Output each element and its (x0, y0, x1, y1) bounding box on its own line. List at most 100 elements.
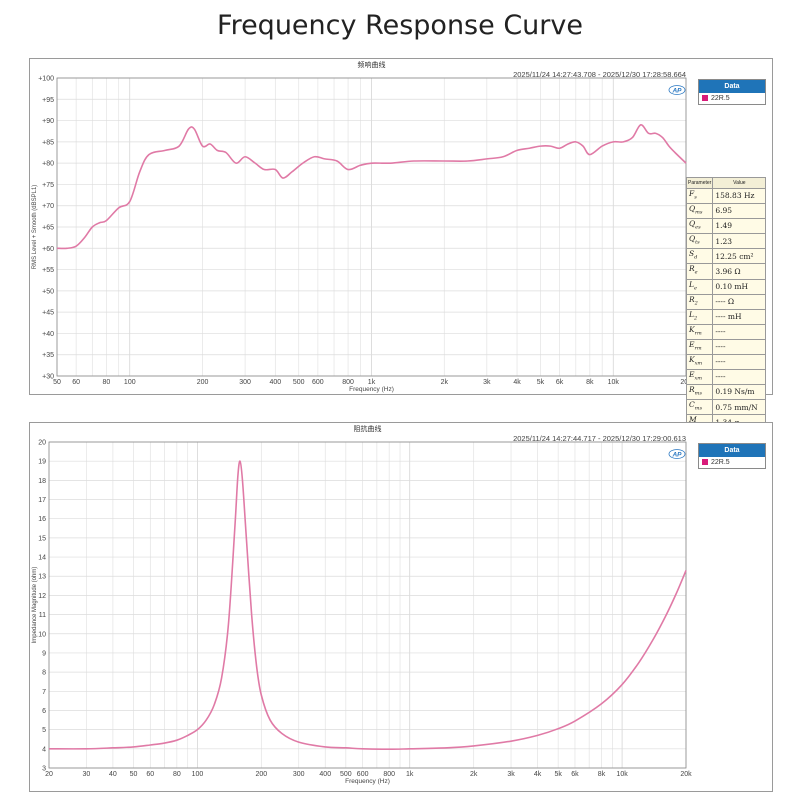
y-tick-label: +85 (42, 139, 54, 146)
x-tick-label: 400 (319, 771, 331, 778)
x-tick-label: 10k (616, 771, 628, 778)
x-tick-label: 800 (342, 379, 354, 386)
y-tick-label: 12 (38, 593, 46, 600)
param-row: Erm ---- (685, 338, 767, 356)
x-tick-label: 10k (608, 379, 620, 386)
param-row: Krm ---- (685, 323, 767, 340)
param-value: 0.19 Ns/m (712, 384, 767, 401)
param-subscript: s (694, 194, 697, 201)
legend-swatch (702, 95, 708, 101)
x-tick-label: 5k (554, 771, 562, 778)
y-tick-label: 18 (38, 478, 46, 485)
y-tick-label: +100 (38, 76, 54, 83)
y-tick-label: 6 (42, 708, 46, 715)
y-tick-label: 7 (42, 689, 46, 696)
param-row: Sd 12.25 cm² (685, 248, 767, 265)
param-symbol: R (689, 385, 695, 395)
param-subscript: e (694, 269, 698, 276)
series-line (48, 460, 687, 751)
param-header-value: Value (712, 177, 767, 189)
y-tick-label: 14 (38, 555, 46, 562)
x-tick-label: 50 (130, 771, 138, 778)
y-tick-label: +45 (42, 310, 54, 317)
param-subscript: xm (694, 360, 703, 367)
y-tick-label: 20 (38, 440, 46, 447)
param-name: Re (685, 263, 714, 280)
x-tick-label: 8k (598, 771, 606, 778)
plot-frame (48, 441, 687, 769)
y-tick-label: +50 (42, 288, 54, 295)
x-tick-label: 50 (53, 379, 61, 386)
x-tick-label: 3k (483, 379, 491, 386)
param-value: 1.49 (712, 218, 767, 235)
param-symbol: Q (689, 234, 696, 244)
y-tick-label: +90 (42, 118, 54, 125)
frequency-response-chart: 频响曲线 2025/11/24 14:27:43.708 - 2025/12/30… (32, 60, 692, 393)
impedance-panel: 阻抗曲线 2025/11/24 14:27:44.717 - 2025/12/30… (29, 422, 773, 792)
grid (48, 441, 687, 769)
x-tick-label: 500 (293, 379, 305, 386)
y-tick-label: +75 (42, 182, 54, 189)
x-tick-label: 400 (269, 379, 281, 386)
x-tick-label: 5k (537, 379, 545, 386)
x-tick-label: 20k (680, 771, 692, 778)
param-subscript: ms (695, 209, 703, 216)
y-tick-label: 16 (38, 516, 46, 523)
legend-entry[interactable]: 22R.5 (699, 457, 765, 468)
param-symbol: L (689, 309, 694, 319)
param-subscript: xm (694, 375, 703, 382)
y-tick-label: 11 (39, 612, 46, 619)
param-row: Re 3.96 Ω (685, 263, 767, 280)
legend-entry[interactable]: 22R.5 (699, 93, 765, 104)
param-subscript: e (693, 285, 697, 292)
y-tick-label: +65 (42, 225, 54, 232)
x-tick-label: 20 (45, 771, 53, 778)
y-tick-label: +35 (42, 352, 54, 359)
param-value: ---- mH (712, 308, 767, 325)
x-tick-label: 200 (197, 379, 209, 386)
x-tick-label: 300 (293, 771, 305, 778)
param-name: Exm (685, 369, 714, 386)
param-value: ---- (712, 338, 767, 356)
legend-header: Data (699, 80, 765, 93)
param-name: Erm (685, 338, 714, 356)
param-symbol: E (689, 370, 695, 380)
param-subscript: 2 (693, 315, 698, 322)
x-tick-label: 6k (571, 771, 579, 778)
param-value: ---- (712, 354, 767, 371)
x-tick-label: 800 (383, 771, 395, 778)
param-subscript: ts (695, 239, 700, 246)
y-tick-label: 17 (38, 497, 46, 504)
x-tick-label: 4k (534, 771, 542, 778)
y-tick-label: 9 (42, 650, 46, 657)
x-tick-label: 100 (192, 771, 204, 778)
param-name: Qms (685, 203, 714, 220)
y-tick-label: 19 (38, 459, 46, 466)
x-tick-label: 60 (72, 379, 80, 386)
param-name: Le (685, 278, 714, 295)
y-tick-label: 5 (42, 727, 46, 734)
param-value: 0.75 mm/N (712, 399, 767, 416)
param-name: Cms (685, 399, 714, 416)
param-row: Exm ---- (685, 369, 767, 386)
x-tick-label: 100 (124, 379, 136, 386)
param-symbol: S (689, 249, 695, 259)
param-name: Krm (685, 323, 714, 340)
param-subscript: es (695, 224, 701, 231)
param-value: 0.10 mH (712, 278, 767, 295)
param-symbol: L (689, 279, 694, 289)
y-tick-label: 3 (42, 766, 46, 773)
impedance-chart: 阻抗曲线 2025/11/24 14:27:44.717 - 2025/12/30… (32, 424, 692, 785)
param-row: L2 ---- mH (685, 308, 767, 325)
x-tick-label: 40 (109, 771, 117, 778)
param-row: Qms 6.95 (685, 203, 767, 220)
y-tick-label: +80 (42, 161, 54, 168)
param-value: ---- Ω (712, 293, 767, 310)
timestamp: 2025/11/24 14:27:44.717 - 2025/12/30 17:… (513, 434, 686, 443)
param-subscript: 2 (694, 300, 698, 307)
timestamp: 2025/11/24 14:27:43.708 - 2025/12/30 17:… (513, 70, 686, 79)
svg-text:AP: AP (671, 452, 682, 459)
y-tick-label: +40 (42, 331, 54, 338)
param-row: Qts 1.23 (685, 233, 767, 250)
param-row: Qes 1.49 (685, 218, 767, 235)
